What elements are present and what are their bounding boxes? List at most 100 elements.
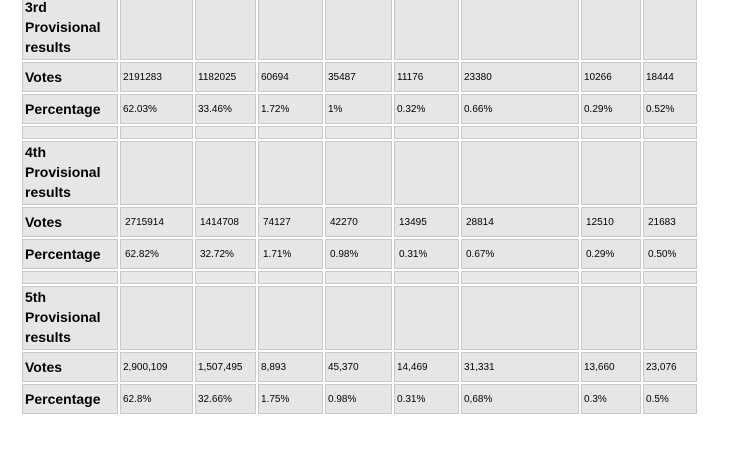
percentage-cell: 0.29% bbox=[581, 239, 641, 269]
empty-cell bbox=[258, 271, 323, 284]
percentage-cell: 62.8% bbox=[120, 384, 193, 414]
empty-cell bbox=[643, 271, 697, 284]
empty-cell bbox=[461, 141, 579, 205]
empty-cell bbox=[195, 271, 256, 284]
percentage-cell: 0.66% bbox=[461, 94, 579, 124]
empty-cell bbox=[258, 286, 323, 350]
percentage-cell: 32.72% bbox=[195, 239, 256, 269]
section-header-row: 3rd Provisional results bbox=[22, 0, 697, 60]
empty-cell bbox=[461, 286, 579, 350]
votes-cell: 45,370 bbox=[325, 352, 392, 382]
percentage-cell: 0.32% bbox=[394, 94, 459, 124]
votes-cell: 23,076 bbox=[643, 352, 697, 382]
votes-cell: 13,660 bbox=[581, 352, 641, 382]
percentage-cell: 0.50% bbox=[643, 239, 697, 269]
empty-cell bbox=[394, 141, 459, 205]
empty-cell bbox=[258, 0, 323, 60]
empty-cell bbox=[120, 0, 193, 60]
percentage-row: Percentage 62.03% 33.46% 1.72% 1% 0.32% 0.66% 0… bbox=[22, 94, 697, 124]
votes-label: Votes bbox=[22, 352, 118, 382]
votes-cell: 18444 bbox=[643, 62, 697, 92]
percentage-cell: 1.72% bbox=[258, 94, 323, 124]
percentage-cell: 33.46% bbox=[195, 94, 256, 124]
empty-cell bbox=[394, 286, 459, 350]
empty-cell bbox=[394, 126, 459, 139]
votes-cell: 1414708 bbox=[195, 207, 256, 237]
votes-cell: 2,900,109 bbox=[120, 352, 193, 382]
votes-cell: 2191283 bbox=[120, 62, 193, 92]
empty-cell bbox=[394, 271, 459, 284]
empty-cell bbox=[581, 0, 641, 60]
empty-cell bbox=[461, 126, 579, 139]
empty-cell bbox=[461, 271, 579, 284]
empty-cell bbox=[581, 286, 641, 350]
votes-label: Votes bbox=[22, 207, 118, 237]
percentage-cell: 0.31% bbox=[394, 384, 459, 414]
empty-cell bbox=[120, 126, 193, 139]
results-table: 3rd Provisional results Votes 2191283 11820… bbox=[20, 0, 699, 416]
empty-cell bbox=[325, 126, 392, 139]
empty-cell bbox=[394, 0, 459, 60]
votes-label: Votes bbox=[22, 62, 118, 92]
votes-cell: 74127 bbox=[258, 207, 323, 237]
percentage-cell: 0.98% bbox=[325, 384, 392, 414]
votes-cell: 2715914 bbox=[120, 207, 193, 237]
percentage-row: Percentage 62.8% 32.66% 1.75% 0.98% 0.31% 0,68… bbox=[22, 384, 697, 414]
empty-cell bbox=[120, 271, 193, 284]
empty-cell bbox=[643, 141, 697, 205]
percentage-cell: 0.67% bbox=[461, 239, 579, 269]
votes-cell: 42270 bbox=[325, 207, 392, 237]
percentage-cell: 0,68% bbox=[461, 384, 579, 414]
empty-cell bbox=[643, 0, 697, 60]
empty-cell bbox=[325, 141, 392, 205]
votes-cell: 11176 bbox=[394, 62, 459, 92]
percentage-label: Percentage bbox=[22, 94, 118, 124]
empty-cell bbox=[581, 141, 641, 205]
empty-cell bbox=[581, 271, 641, 284]
empty-cell bbox=[325, 286, 392, 350]
votes-cell: 13495 bbox=[394, 207, 459, 237]
percentage-cell: 0.52% bbox=[643, 94, 697, 124]
votes-cell: 31,331 bbox=[461, 352, 579, 382]
spacer-row bbox=[22, 126, 697, 139]
percentage-row: Percentage 62.82% 32.72% 1.71% 0.98% 0.31% 0.6… bbox=[22, 239, 697, 269]
section-title: 5th Provisional results bbox=[22, 286, 118, 350]
empty-cell bbox=[258, 141, 323, 205]
percentage-cell: 0.31% bbox=[394, 239, 459, 269]
votes-cell: 28814 bbox=[461, 207, 579, 237]
empty-cell bbox=[22, 271, 118, 284]
votes-cell: 10266 bbox=[581, 62, 641, 92]
empty-cell bbox=[643, 126, 697, 139]
percentage-label: Percentage bbox=[22, 239, 118, 269]
votes-cell: 1,507,495 bbox=[195, 352, 256, 382]
empty-cell bbox=[22, 126, 118, 139]
percentage-cell: 1.75% bbox=[258, 384, 323, 414]
votes-row: Votes 2,900,109 1,507,495 8,893 45,370 14,469… bbox=[22, 352, 697, 382]
percentage-cell: 0.98% bbox=[325, 239, 392, 269]
percentage-label: Percentage bbox=[22, 384, 118, 414]
empty-cell bbox=[120, 286, 193, 350]
votes-cell: 8,893 bbox=[258, 352, 323, 382]
empty-cell bbox=[325, 0, 392, 60]
section-header-row: 5th Provisional results bbox=[22, 286, 697, 350]
votes-cell: 60694 bbox=[258, 62, 323, 92]
percentage-cell: 0.5% bbox=[643, 384, 697, 414]
section-title: 3rd Provisional results bbox=[22, 0, 118, 60]
votes-cell: 23380 bbox=[461, 62, 579, 92]
votes-cell: 14,469 bbox=[394, 352, 459, 382]
table-body: 3rd Provisional results Votes 2191283 11820… bbox=[22, 0, 697, 414]
empty-cell bbox=[195, 141, 256, 205]
percentage-cell: 1% bbox=[325, 94, 392, 124]
section-header-row: 4th Provisional results bbox=[22, 141, 697, 205]
empty-cell bbox=[325, 271, 392, 284]
percentage-cell: 0.29% bbox=[581, 94, 641, 124]
percentage-cell: 0.3% bbox=[581, 384, 641, 414]
votes-cell: 1182025 bbox=[195, 62, 256, 92]
votes-cell: 12510 bbox=[581, 207, 641, 237]
empty-cell bbox=[120, 141, 193, 205]
empty-cell bbox=[643, 286, 697, 350]
votes-cell: 21683 bbox=[643, 207, 697, 237]
percentage-cell: 32.66% bbox=[195, 384, 256, 414]
percentage-cell: 62.03% bbox=[120, 94, 193, 124]
votes-cell: 35487 bbox=[325, 62, 392, 92]
